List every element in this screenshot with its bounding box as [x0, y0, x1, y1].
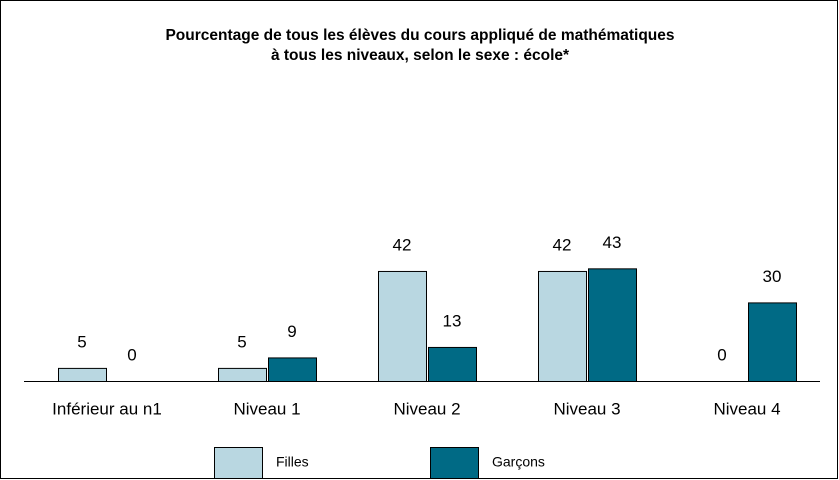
data-label: 43: [603, 233, 622, 252]
x-tick-label: Niveau 2: [393, 399, 460, 418]
bar: [58, 367, 107, 382]
bar: [538, 270, 587, 382]
x-tick-label: Niveau 4: [713, 399, 780, 418]
x-tick-label: Niveau 3: [553, 399, 620, 418]
bar: [588, 268, 637, 382]
bar: [218, 367, 267, 382]
bar: [748, 302, 797, 382]
legend-swatch: [214, 447, 263, 479]
chart-title: à tous les niveaux, selon le sexe : écol…: [271, 47, 570, 64]
x-tick-label: Inférieur au n1: [52, 399, 162, 418]
legend-label: Filles: [276, 454, 309, 470]
bar: [428, 346, 477, 383]
legend-label: Garçons: [492, 454, 545, 470]
chart-title: Pourcentage de tous les élèves du cours …: [165, 27, 674, 44]
data-label: 30: [763, 267, 782, 286]
data-label: 13: [443, 311, 462, 330]
data-label: 42: [553, 235, 572, 254]
legend-swatch: [430, 447, 479, 479]
data-label: 0: [717, 345, 726, 364]
data-label: 5: [237, 332, 246, 351]
x-tick-label: Niveau 1: [233, 399, 300, 418]
data-label: 0: [127, 345, 136, 364]
data-label: 9: [287, 322, 296, 341]
bar: [378, 270, 427, 382]
data-label: 5: [77, 332, 86, 351]
data-label: 42: [393, 235, 412, 254]
bar: [268, 357, 317, 383]
